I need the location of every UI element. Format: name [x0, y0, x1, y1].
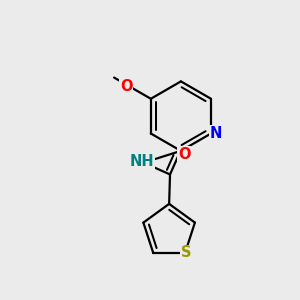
- Text: NH: NH: [130, 154, 154, 169]
- Text: O: O: [178, 147, 190, 162]
- Text: S: S: [181, 245, 191, 260]
- Text: O: O: [120, 79, 133, 94]
- Text: N: N: [209, 126, 222, 141]
